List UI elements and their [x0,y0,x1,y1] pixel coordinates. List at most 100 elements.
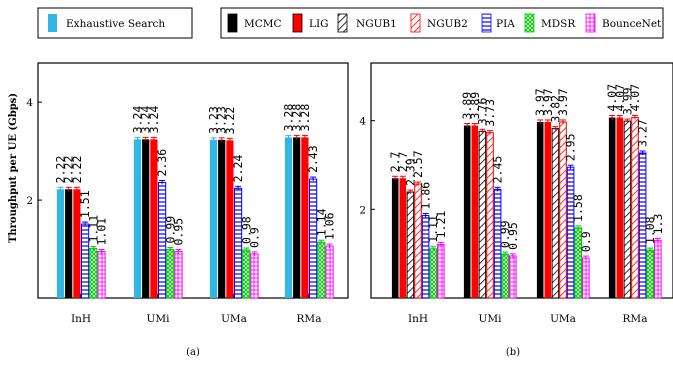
data-label-mcmc-inh-a: 2.22 [62,156,76,184]
bar-mdsr-rma-a [317,241,326,299]
data-label-ngub1-rma-b: 3.99 [620,87,634,115]
data-label-lig-umi-b: 3.89 [468,92,482,120]
data-label-mdsr-umi-a: 0.99 [163,216,177,244]
bar-exhaustive-search-uma-a [209,139,218,298]
y-tick-label-a: 4 [26,97,33,109]
data-label-lig-inh-a: 2.22 [70,156,84,184]
legend-label-exhaustive: Exhaustive Search [66,18,165,30]
data-label-mcmc-rma-a: 3.28 [290,104,304,132]
plot-frame-a [37,62,349,299]
legend-group-1: Exhaustive Search [37,7,193,39]
bar-mdsr-umi-a [166,249,175,299]
legend-label-mcmc: MCMC [244,18,282,30]
y-tick-label-b: 2 [359,204,366,216]
bar-pia-rma-a [309,178,318,299]
legend-label-ngub1: NGUB1 [356,18,397,30]
bar-lig-rma-b [616,117,624,298]
data-label-ngub2-umi-b: 3.73 [483,99,497,127]
bar-bouncenet-uma-b [582,257,590,299]
data-label-mdsr-uma-a: 0.98 [239,216,253,244]
legend-box-1 [37,7,193,39]
bar-mcmc-umi-b [463,125,471,299]
bar-lig-inh-a [73,189,81,298]
bar-mdsr-inh-b [429,248,437,299]
data-label-ngub2-uma-b: 3.97 [556,88,570,116]
legend-swatch-lig [292,13,303,33]
x-tick-label-rma-b: RMa [623,313,648,325]
data-label-pia-uma-a: 2.24 [231,155,245,183]
data-label-lig-rma-b: 4.07 [613,84,627,112]
bar-bouncenet-inh-a [97,250,106,299]
bar-bouncenet-umi-b [509,255,517,299]
legend-label-pia: PIA [496,18,515,30]
plot-frame-b [370,62,673,299]
legend-swatch-mcmc [227,13,238,33]
data-label-pia-inh-a: 1.51 [78,190,92,218]
bar-lig-uma-b [544,121,552,298]
data-label-exhaustive-search-uma-a: 3.23 [207,106,221,134]
x-tick-label-umi-b: UMi [479,313,503,325]
bar-mcmc-uma-a [218,139,226,298]
bar-ngub1-inh-b [406,191,415,299]
x-tick-label-inh-a: InH [71,313,91,325]
legend-label-lig: LIG [309,18,329,30]
bar-exhaustive-search-inh-a [56,189,65,298]
bar-lig-rma-a [301,137,309,298]
x-tick-label-uma-a: UMa [221,313,247,325]
x-tick-label-inh-b: InH [408,313,428,325]
data-label-mcmc-umi-b: 3.89 [460,92,474,120]
legend-swatch-ngub2 [410,13,421,33]
bar-mcmc-rma-a [293,137,301,298]
bar-mdsr-umi-b [501,253,509,299]
data-label-ngub2-inh-b: 2.57 [411,150,425,178]
data-label-bouncenet-uma-a: 0.9 [248,227,262,248]
data-label-mdsr-inh-b: 1.11 [426,215,440,243]
data-label-mdsr-rma-a: 1.14 [314,208,328,236]
panel-label-a: (a) [186,347,200,358]
legend-swatch-ngub1 [337,13,348,33]
data-label-lig-uma-b: 3.97 [541,88,555,116]
bar-bouncenet-rma-b [654,239,662,299]
panel-label-b: (b) [506,347,520,358]
data-label-lig-rma-a: 3.28 [298,104,312,132]
data-label-lig-inh-b: 2.7 [396,151,410,172]
bar-pia-uma-b [566,166,575,299]
data-label-pia-inh-b: 1.86 [419,182,433,210]
bar-mdsr-uma-a [242,249,251,299]
data-label-exhaustive-search-umi-a: 3.24 [131,106,145,134]
legend-label-mdsr: MDSR [541,18,576,30]
data-label-lig-uma-a: 3.22 [223,107,237,135]
bar-lig-umi-a [150,139,158,298]
data-label-ngub1-umi-b: 3.76 [475,98,489,126]
data-label-pia-rma-a: 2.43 [306,145,320,173]
data-label-pia-umi-a: 2.36 [155,149,169,177]
panel-a: Throughput per UE (Gbps) 24InH2.222.222.… [8,62,349,325]
data-label-exhaustive-search-inh-a: 2.22 [54,156,68,184]
data-label-pia-rma-b: 3.27 [636,119,650,147]
bar-bouncenet-uma-a [250,253,259,299]
data-label-bouncenet-umi-a: 0.95 [172,218,186,246]
legend-swatch-mdsr [524,13,535,33]
data-label-pia-umi-b: 2.45 [491,156,505,184]
data-label-bouncenet-uma-b: 0.9 [579,231,593,252]
panel-b: 24InH2.72.72.392.571.861.111.21UMi3.893.… [359,62,673,325]
bar-bouncenet-rma-a [325,245,334,299]
data-label-mcmc-inh-b: 2.7 [388,151,402,172]
legend-group-2: MCMC LIG NGUB1 NGUB2 PIA MDSR BounceNet [220,7,664,39]
bar-ngub1-rma-b [623,120,632,299]
legend-label-ngub2: NGUB2 [427,18,468,30]
legend-swatch-pia [481,13,492,33]
data-label-bouncenet-rma-b: 1.3 [651,214,665,235]
data-label-mdsr-inh-a: 1.11 [86,215,100,243]
data-label-bouncenet-inh-a: 1.01 [95,218,109,246]
data-label-exhaustive-search-rma-a: 3.28 [282,104,296,132]
bar-ngub1-uma-b [551,128,560,299]
legend-label-bouncenet: BounceNet [602,18,662,30]
data-label-mcmc-umi-a: 3.24 [139,106,153,134]
bar-mcmc-inh-a [65,189,73,298]
y-tick-label-b: 4 [359,116,366,128]
bar-lig-inh-b [399,178,407,298]
data-label-mcmc-uma-b: 3.97 [533,88,547,116]
data-label-pia-uma-b: 2.95 [564,133,578,161]
